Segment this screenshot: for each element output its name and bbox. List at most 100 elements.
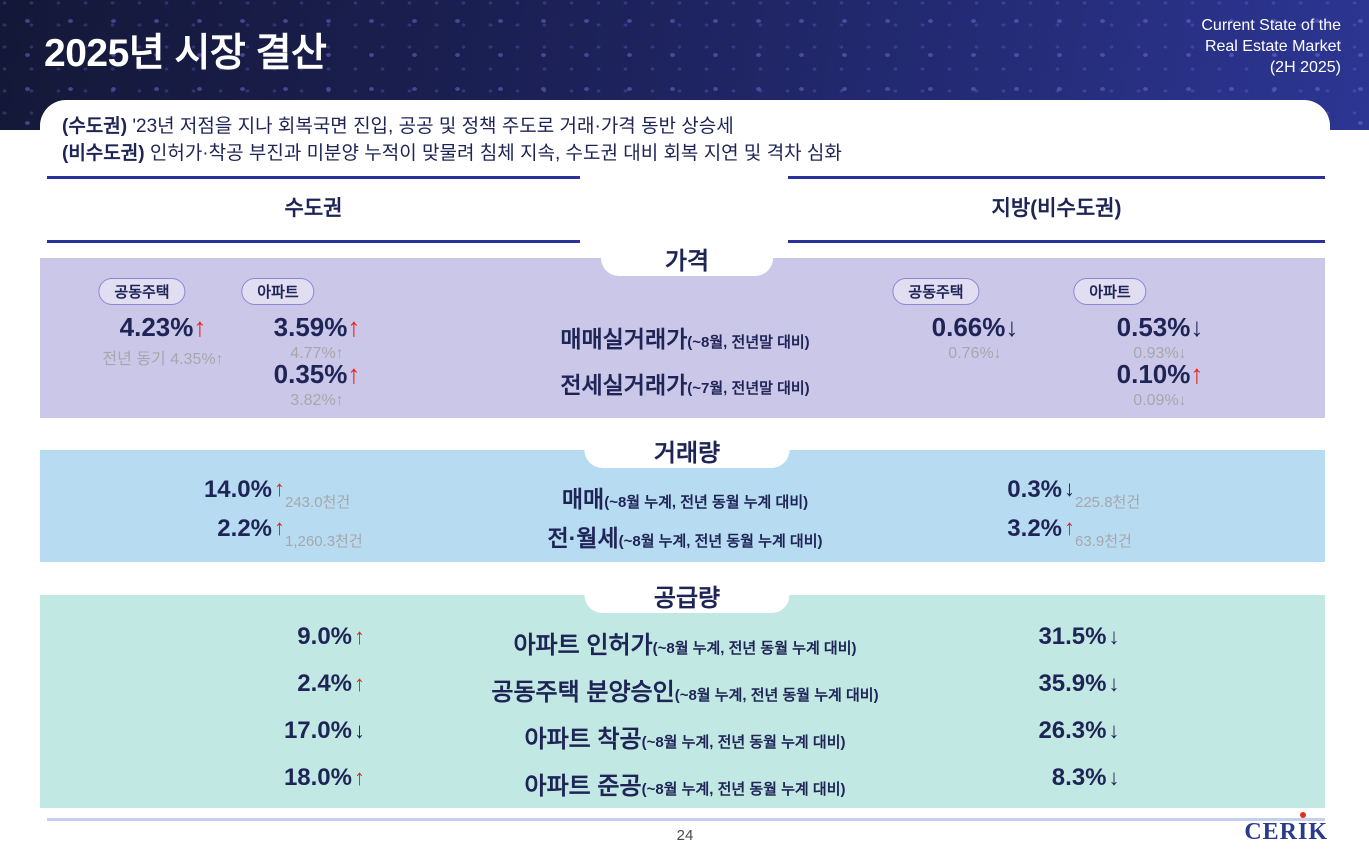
summary-text: '23년 저점을 지나 회복국면 진입, 공공 및 정책 주도로 거래·가격 동… [127,116,734,137]
stat-regional-completions: 8.3% ↓ [997,764,1120,792]
up-arrow-icon: ↑ [274,515,285,540]
down-arrow-icon: ↓ [1064,476,1075,501]
metric-label-note: (~8월 누계, 전년 동월 누계 대비) [641,781,846,798]
price-section: 가격 공동주택 아파트 공동주택 아파트 4.23%↑ 전년 동기 4.35%↑… [40,240,1325,418]
stat-regional-starts: 26.3% ↓ [997,717,1120,745]
metric-label-rent-volume: 전·월세(~8월 누계, 전년 동월 누계 대비) [547,519,822,553]
column-header-capital: 수도권 [284,197,343,220]
stat-value: 0.10% [1116,359,1191,389]
stat-count: 225.8천건 [1075,494,1141,511]
summary-label: (수도권) [62,116,128,137]
stat-regional-housing-sale: 0.66%↓ 0.76%↓ [932,312,1019,363]
stat-regional-approvals: 35.9% ↓ [997,670,1120,698]
metric-label-note: (~8월 누계, 전년 동월 누계 대비) [652,640,857,657]
divider-top-left [47,176,580,179]
metric-label-main: 아파트 인허가 [513,632,653,659]
metric-label-sale-volume: 매매(~8월 누계, 전년 동월 누계 대비) [562,480,808,514]
up-arrow-icon: ↑ [354,765,365,790]
header-subtitle: Current State of the Real Estate Market … [1201,15,1341,78]
stat-value: 26.3% [1038,717,1107,744]
metric-label-main: 매매 [561,486,605,512]
stat-sub: 0.09%↓ [1133,392,1187,409]
summary-line-capital: (수도권) '23년 저점을 지나 회복국면 진입, 공공 및 정책 주도로 거… [62,113,842,140]
stat-sub: 3.82%↑ [290,392,344,409]
stat-count: 1,260.3천건 [285,533,363,550]
stat-capital-apt-jeonse: 0.35%↑ 3.82%↑ [274,359,361,410]
stat-capital-sale-volume: 14.0% ↑ 243.0천건 [177,476,350,512]
stat-value: 35.9% [1038,670,1107,697]
metric-label-note: (~8월 누계, 전년 동월 누계 대비) [618,533,823,550]
stat-value: 14.0% [203,476,272,503]
section-title-volume: 거래량 [584,432,790,468]
stat-regional-permits: 31.5% ↓ [997,623,1119,651]
metric-label-completions: 아파트 준공(~8월 누계, 전년 동월 누계 대비) [525,766,846,801]
stat-sub: 0.93%↓ [1133,345,1187,362]
stat-capital-apt-sale: 3.59%↑ 4.77%↑ [274,312,361,363]
stat-value: 0.53% [1116,312,1191,342]
metric-label-note: (~7월, 전년말 대비) [687,380,810,397]
stat-capital-starts: 17.0% ↓ [242,717,365,745]
down-arrow-icon: ↓ [1108,765,1120,790]
page-title: 2025년 시장 결산 [44,32,327,75]
page-number: 24 [676,827,694,844]
logo-i-red-dot: I [1297,819,1309,845]
down-arrow-icon: ↓ [1190,312,1204,342]
stat-value: 4.23% [119,312,194,342]
stat-capital-rent-volume: 2.2% ↑ 1,260.3천건 [177,515,363,551]
divider-bottom-left [47,240,580,243]
stat-sub: 전년 동기 4.35%↑ [102,351,224,368]
metric-label-note: (~8월 누계, 전년 동월 누계 대비) [641,734,846,751]
stat-value: 17.0% [283,717,352,744]
stat-value: 18.0% [283,764,352,791]
metric-label-main: 공동주택 분양승인 [491,679,675,706]
up-arrow-icon: ↑ [347,359,361,389]
down-arrow-icon: ↓ [1108,671,1120,696]
logo-text: K [1308,819,1328,845]
divider-bottom-right [788,240,1325,243]
housing-type-pill: 아파트 [1073,278,1147,305]
stat-value: 9.0% [297,623,352,650]
metric-label-sale-price: 매매실거래가(~8월, 전년말 대비) [560,320,809,354]
section-title-price: 가격 [601,240,773,276]
metric-label-note: (~8월 누계, 전년 동월 누계 대비) [674,687,879,704]
footer-divider [47,818,1325,821]
stat-capital-permits: 9.0% ↑ [242,623,365,651]
up-arrow-icon: ↑ [347,312,361,342]
stat-value: 0.66% [931,312,1006,342]
summary-line-regional: (비수도권) 인허가·착공 부진과 미분양 누적이 맞물려 침체 지속, 수도권… [62,140,842,167]
stat-sub: 4.77%↑ [290,345,344,362]
logo-text: CER [1244,819,1298,845]
stat-regional-apt-jeonse: 0.10%↑ 0.09%↓ [1117,359,1204,410]
metric-label-jeonse-price: 전세실거래가(~7월, 전년말 대비) [560,366,809,400]
stat-value: 3.2% [1007,515,1062,542]
stat-value: 0.3% [1007,476,1062,503]
housing-type-pill: 공동주택 [98,278,186,305]
up-arrow-icon: ↑ [354,671,365,696]
metric-label-note: (~8월, 전년말 대비) [687,334,810,351]
section-title-supply: 공급량 [584,577,790,613]
metric-label-permits: 아파트 인허가(~8월 누계, 전년 동월 누계 대비) [513,625,856,660]
column-header-regional: 지방(비수도권) [991,197,1122,220]
up-arrow-icon: ↑ [193,312,207,342]
housing-type-pill: 아파트 [241,278,315,305]
stat-count: 243.0천건 [285,494,351,511]
stat-regional-apt-sale: 0.53%↓ 0.93%↓ [1117,312,1204,363]
down-arrow-icon: ↓ [1005,312,1019,342]
stat-regional-rent-volume: 3.2% ↑ 63.9천건 [967,515,1132,551]
metric-label-note: (~8월 누계, 전년 동월 누계 대비) [604,494,809,511]
down-arrow-icon: ↓ [1108,718,1120,743]
subtitle-line: Real Estate Market [1204,38,1341,55]
stat-value: 31.5% [1038,623,1107,650]
stat-capital-approvals: 2.4% ↑ [242,670,365,698]
up-arrow-icon: ↑ [274,476,285,501]
subtitle-line: Current State of the [1201,17,1341,34]
stat-value: 3.59% [273,312,348,342]
market-summary: (수도권) '23년 저점을 지나 회복국면 진입, 공공 및 정책 주도로 거… [62,113,842,167]
up-arrow-icon: ↑ [1064,515,1075,540]
stat-value: 8.3% [1051,764,1107,791]
stat-sub: 0.76%↓ [948,345,1002,362]
volume-section: 거래량 14.0% ↑ 243.0천건 2.2% ↑ 1,260.3천건 매매(~8월 … [40,432,1325,562]
cerik-logo: CERIK [1244,819,1328,846]
down-arrow-icon: ↓ [354,718,365,743]
